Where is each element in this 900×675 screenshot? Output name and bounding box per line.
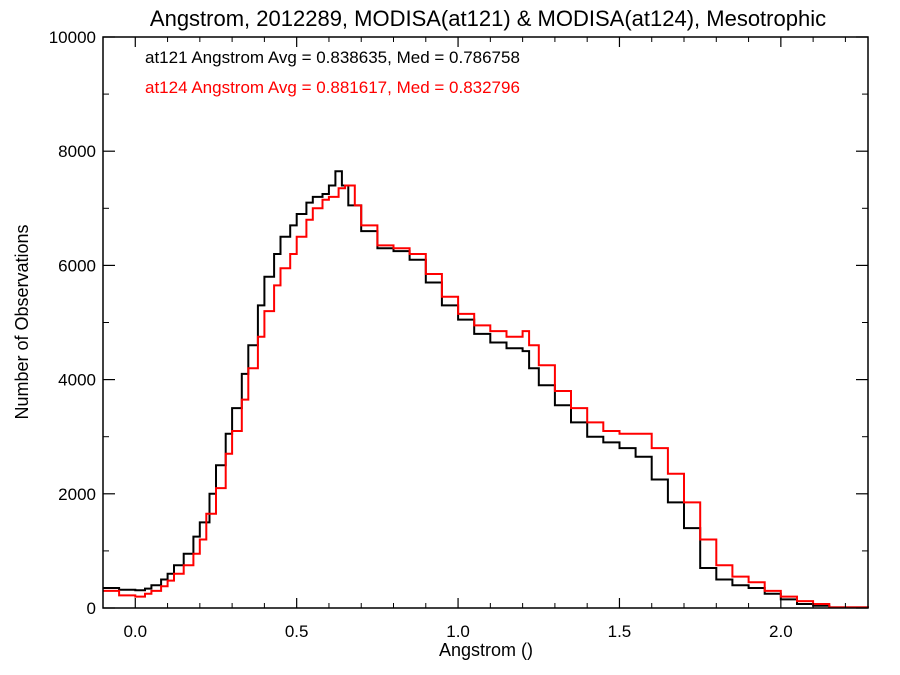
x-ticks: 0.0 0.5 1.0 1.5 2.0	[102, 37, 846, 641]
chart-title: Angstrom, 2012289, MODISA(at121) & MODIS…	[150, 6, 826, 31]
x-tick-label: 1.0	[446, 622, 470, 641]
y-tick-label: 4000	[58, 371, 96, 390]
y-tick-label: 8000	[58, 142, 96, 161]
y-tick-label: 10000	[49, 28, 96, 47]
x-tick-label: 0.5	[285, 622, 309, 641]
series-line-at121	[103, 170, 869, 609]
legend-at124-text: at124 Angstrom Avg = 0.881617, Med = 0.8…	[145, 78, 520, 97]
x-tick-label: 2.0	[769, 622, 793, 641]
y-tick-label: 0	[87, 599, 96, 618]
x-tick-label: 1.5	[608, 622, 632, 641]
y-tick-label: 2000	[58, 485, 96, 504]
legend-at121-text: at121 Angstrom Avg = 0.838635, Med = 0.7…	[145, 48, 520, 67]
series-group	[103, 170, 869, 609]
x-tick-label: 0.0	[123, 622, 147, 641]
y-axis-label: Number of Observations	[12, 224, 32, 419]
plot-frame	[102, 36, 869, 609]
y-tick-label: 6000	[58, 256, 96, 275]
series-line-at124	[103, 184, 869, 609]
y-ticks: 0 2000 4000 6000 8000 10000	[49, 28, 868, 618]
x-axis-label: Angstrom ()	[439, 640, 533, 660]
